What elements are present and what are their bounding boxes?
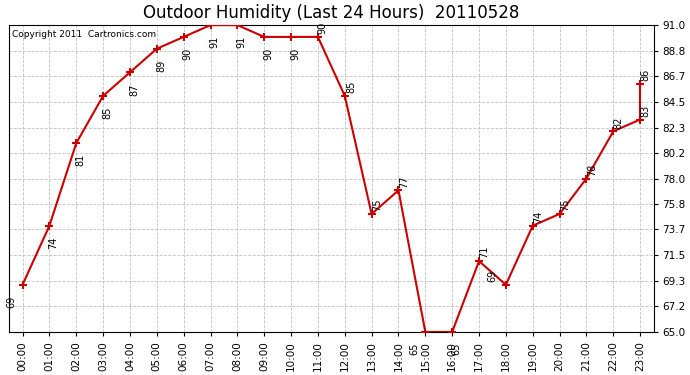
- Text: 75: 75: [372, 199, 382, 211]
- Text: 90: 90: [183, 48, 193, 60]
- Text: 65: 65: [451, 343, 462, 355]
- Text: 69: 69: [487, 270, 497, 282]
- Text: 71: 71: [480, 246, 490, 258]
- Text: 91: 91: [237, 36, 246, 48]
- Text: 75: 75: [560, 199, 570, 211]
- Text: 83: 83: [641, 105, 651, 117]
- Text: 81: 81: [75, 154, 86, 166]
- Text: 90: 90: [290, 48, 300, 60]
- Text: 85: 85: [102, 107, 112, 119]
- Text: 69: 69: [6, 296, 17, 308]
- Text: 82: 82: [614, 116, 624, 129]
- Text: 90: 90: [317, 22, 327, 34]
- Title: Outdoor Humidity (Last 24 Hours)  20110528: Outdoor Humidity (Last 24 Hours) 2011052…: [143, 4, 520, 22]
- Text: 85: 85: [346, 81, 357, 93]
- Text: 74: 74: [48, 237, 59, 249]
- Text: 87: 87: [129, 83, 139, 96]
- Text: 89: 89: [156, 60, 166, 72]
- Text: 65: 65: [409, 343, 420, 355]
- Text: 77: 77: [399, 175, 409, 188]
- Text: 91: 91: [210, 36, 219, 48]
- Text: 86: 86: [641, 69, 651, 81]
- Text: Copyright 2011  Cartronics.com: Copyright 2011 Cartronics.com: [12, 30, 157, 39]
- Text: 74: 74: [533, 211, 543, 223]
- Text: 78: 78: [587, 164, 597, 176]
- Text: 90: 90: [264, 48, 273, 60]
